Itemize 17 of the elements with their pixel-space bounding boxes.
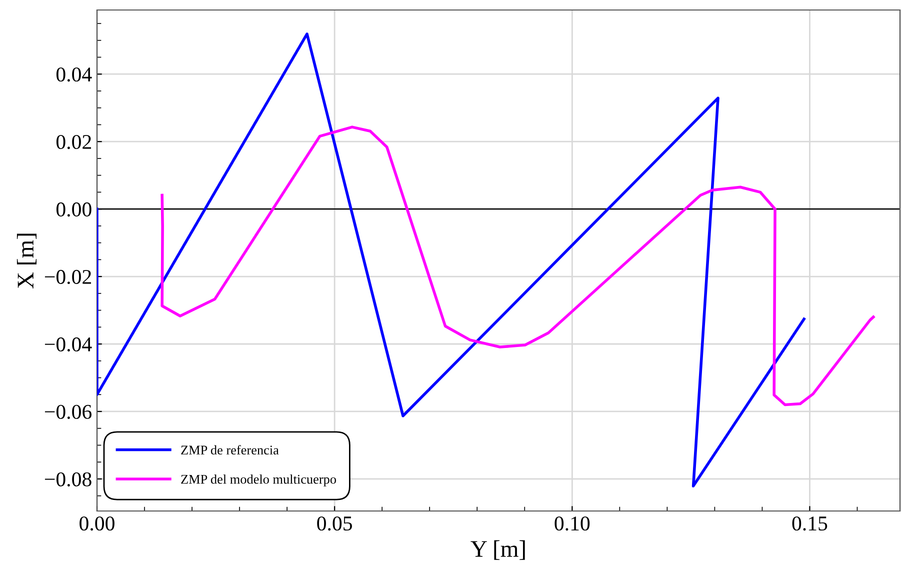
legend-label: ZMP del modelo multicuerpo — [181, 474, 336, 486]
legend-label: ZMP de referencia — [181, 445, 279, 455]
y-tick-label: −0.08 — [44, 472, 92, 486]
x-tick-label: 0.00 — [80, 516, 114, 531]
y-tick-label: −0.02 — [44, 270, 91, 284]
line-series — [160, 126, 875, 406]
y-tick-label: 0.04 — [56, 67, 92, 82]
y-tick-label: −0.04 — [44, 337, 92, 352]
y-axis-title: X [m] — [16, 234, 37, 288]
line-series — [97, 32, 806, 488]
y-tick-label: −0.06 — [44, 404, 92, 419]
y-tick-label: 0.02 — [56, 134, 91, 150]
x-axis-title: Y [m] — [470, 540, 525, 560]
y-tick-label: 0.00 — [56, 202, 92, 217]
x-tick-label: 0.15 — [792, 516, 828, 531]
x-tick-label: 0.10 — [554, 516, 590, 531]
x-tick-label: 0.05 — [317, 516, 352, 531]
